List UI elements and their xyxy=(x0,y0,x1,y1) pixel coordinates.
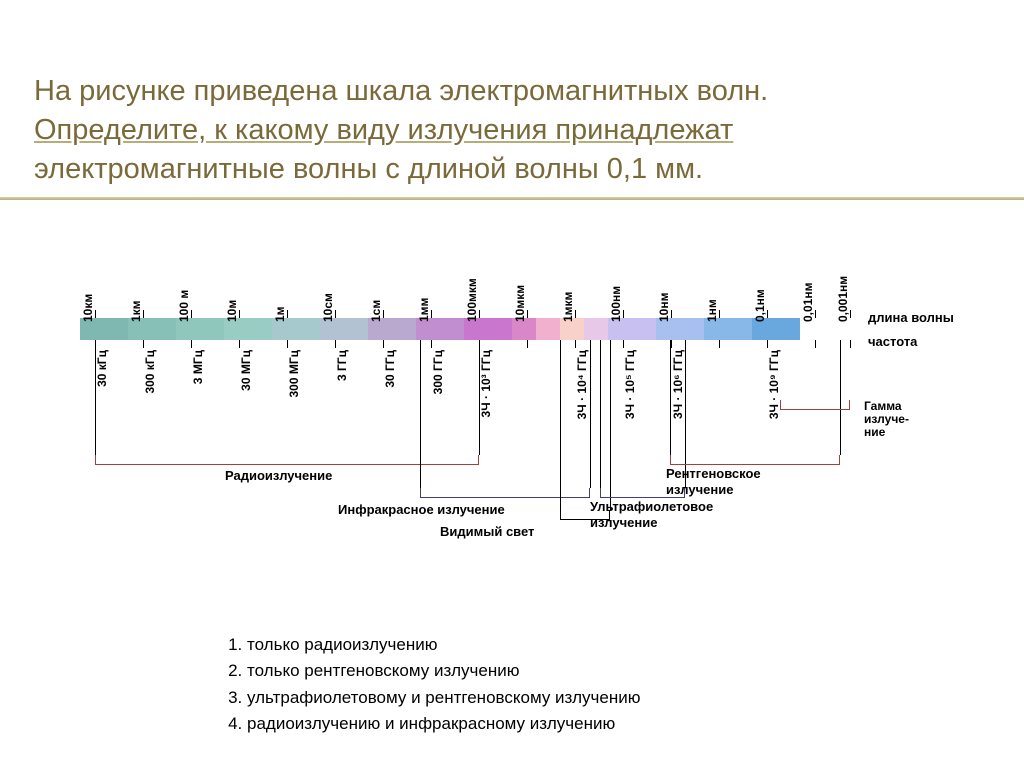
answer-options: только радиоизлучениютолько рентгеновско… xyxy=(225,632,641,737)
tick-mark xyxy=(767,340,768,348)
wavelength-tick-label: 1км xyxy=(129,300,143,322)
tick-mark xyxy=(527,310,528,318)
wavelength-tick-label: 10км xyxy=(81,294,95,322)
wavelength-tick-label: 0,1нм xyxy=(753,289,767,322)
wavelength-tick-label: 100мкм xyxy=(465,278,479,322)
wavelength-tick-label: 10м xyxy=(225,300,239,322)
range-label: Инфракрасное излучение xyxy=(338,502,505,517)
wavelength-tick-label: 10см xyxy=(321,293,335,322)
range-guide xyxy=(670,340,671,455)
tick-mark xyxy=(671,310,672,318)
tick-mark xyxy=(575,310,576,318)
wavelength-tick-label: 1м xyxy=(273,306,287,322)
frequency-tick-label: 3Ч · 10⁶ ГГц xyxy=(671,350,685,419)
range-label: излучение xyxy=(590,515,657,530)
frequency-tick-label: 300 МГц xyxy=(287,350,301,398)
range-guide xyxy=(590,340,591,488)
frequency-tick-label: 3Ч · 10⁹ ГГц xyxy=(767,350,781,419)
tick-mark xyxy=(623,310,624,318)
frequency-tick-label: 3 МГц xyxy=(191,350,205,384)
tick-mark xyxy=(850,340,851,348)
wavelength-tick-label: 10мкм xyxy=(513,285,527,322)
tick-mark xyxy=(815,340,816,348)
range-label: Видимый свет xyxy=(440,524,534,539)
range-bracket xyxy=(420,488,590,498)
tick-mark xyxy=(671,340,672,348)
answer-option: радиоизлучению и инфракрасному излучению xyxy=(247,711,641,737)
tick-mark xyxy=(143,340,144,348)
tick-mark xyxy=(335,310,336,318)
wavelength-tick-label: 1мкм xyxy=(561,292,575,322)
range-bracket xyxy=(670,455,840,465)
answer-option: только рентгеновскому излучению xyxy=(247,658,641,684)
tick-mark xyxy=(719,310,720,318)
tick-mark xyxy=(815,310,816,318)
tick-mark xyxy=(239,340,240,348)
answer-option: только радиоизлучению xyxy=(247,632,641,658)
range-guide xyxy=(600,340,601,488)
wavelength-tick-label: 100 м xyxy=(177,290,191,322)
range-guide xyxy=(420,340,421,488)
wavelength-tick-label: 1см xyxy=(369,300,383,322)
title-line3: электромагнитные волны с длиной волны 0,… xyxy=(34,150,974,189)
range-guide xyxy=(560,340,561,510)
tick-mark xyxy=(479,310,480,318)
frequency-tick-label: 30 ГГц xyxy=(383,350,397,388)
range-guide xyxy=(610,340,611,510)
range-guide xyxy=(840,340,841,455)
frequency-tick-label: 300 ГГц xyxy=(431,350,445,394)
frequency-tick-label: 3Ч · 10⁵ ГГц xyxy=(623,350,637,419)
frequency-tick-label: 30 МГц xyxy=(239,350,253,391)
frequency-tick-label: 30 кГц xyxy=(95,350,109,387)
gamma-bracket xyxy=(780,400,850,410)
tick-mark xyxy=(575,340,576,348)
tick-mark xyxy=(287,340,288,348)
tick-mark xyxy=(143,310,144,318)
wavelength-tick-label: 1нм xyxy=(705,299,719,322)
frequency-tick-label: 300 кГц xyxy=(143,350,157,394)
tick-mark xyxy=(239,310,240,318)
range-label: Ультрафиолетовое xyxy=(590,499,713,514)
tick-mark xyxy=(719,340,720,348)
title-line1: На рисунке приведена шкала электромагнит… xyxy=(34,72,974,111)
tick-mark xyxy=(850,310,851,318)
range-label: излучение xyxy=(666,482,733,497)
tick-mark xyxy=(767,310,768,318)
tick-mark xyxy=(527,340,528,348)
em-spectrum-diagram: 10км 30 кГц 1км 300 кГц 100 м 3 МГц 10м 30 МГц 1… xyxy=(80,250,960,590)
range-guide xyxy=(95,340,96,455)
tick-mark xyxy=(287,310,288,318)
title-line2: Определите, к какому виду излучения прин… xyxy=(34,111,974,150)
wavelength-tick-label: 0,001нм xyxy=(836,276,850,322)
title-underline xyxy=(0,197,1024,200)
gamma-label: Гаммаизлуче-ние xyxy=(864,400,909,440)
frequency-tick-label: 3Ч · 10³ ГГц xyxy=(479,350,493,417)
frequency-tick-label: 3Ч · 10⁴ ГГц xyxy=(575,350,589,419)
tick-mark xyxy=(623,340,624,348)
wavelength-axis-label: длина волны xyxy=(868,310,954,325)
tick-mark xyxy=(431,310,432,318)
spectrum-segment xyxy=(584,318,608,340)
spectrum-segment xyxy=(536,318,560,340)
tick-mark xyxy=(383,340,384,348)
wavelength-tick-label: 0,01нм xyxy=(801,283,815,322)
range-bracket xyxy=(95,455,479,465)
answer-option: ультрафиолетовому и рентгеновскому излуч… xyxy=(247,685,641,711)
frequency-axis-label: частота xyxy=(868,334,917,349)
range-label: Рентгеновское xyxy=(666,466,761,481)
tick-mark xyxy=(191,310,192,318)
wavelength-tick-label: 1мм xyxy=(417,298,431,322)
range-guide xyxy=(479,340,480,455)
tick-mark xyxy=(431,340,432,348)
tick-mark xyxy=(191,340,192,348)
frequency-tick-label: 3 ГГц xyxy=(335,350,349,381)
tick-mark xyxy=(383,310,384,318)
tick-mark xyxy=(335,340,336,348)
wavelength-tick-label: 100нм xyxy=(609,286,623,322)
wavelength-tick-label: 10нм xyxy=(657,293,671,322)
range-label: Радиоизлучение xyxy=(225,468,332,483)
question-title: На рисунке приведена шкала электромагнит… xyxy=(34,72,974,189)
tick-mark xyxy=(95,310,96,318)
